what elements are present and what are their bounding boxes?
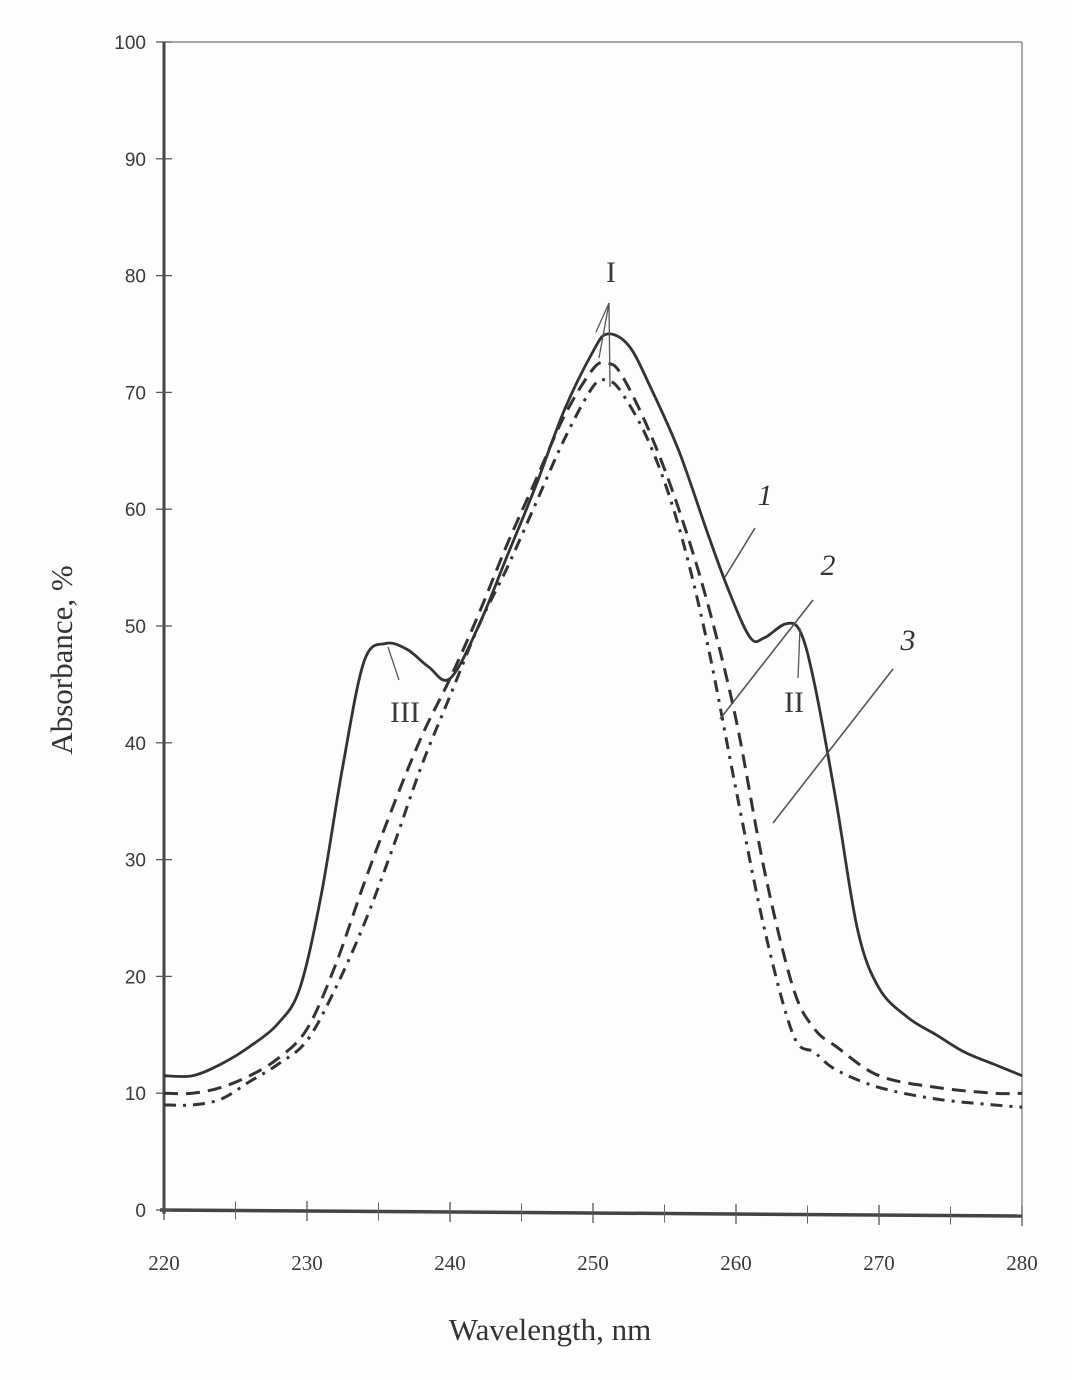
curve-label-3: 3: [900, 624, 916, 657]
leader-curve-3: [772, 668, 894, 824]
y-tick-label: 30: [125, 851, 146, 872]
x-tick-label: 250: [577, 1251, 609, 1275]
curve-label-1: 1: [758, 479, 773, 512]
y-axis-ticks: 0 10 20 30 40 50 60 70 80 90 100: [114, 33, 172, 1222]
x-tick-label: 230: [291, 1251, 323, 1275]
y-axis-title: Absorbance, %: [44, 565, 79, 754]
y-tick-label: 90: [125, 150, 146, 171]
x-axis-ticks: 220 230 240 250 260 270 280: [148, 1200, 1038, 1275]
leader-II: [797, 627, 801, 679]
x-axis-line: [159, 1208, 1023, 1218]
y-tick-label: 20: [125, 967, 146, 988]
curve-3: [163, 378, 1023, 1109]
leader-I-curve2: [598, 302, 610, 359]
annotation-III: III: [390, 696, 420, 729]
annotation-I: I: [606, 256, 616, 289]
x-tick-label: 270: [863, 1251, 895, 1275]
y-tick-label: 60: [125, 500, 146, 521]
y-tick-label: 50: [125, 617, 146, 638]
y-tick-label: 0: [135, 1201, 146, 1222]
plot-frame: [159, 41, 1023, 1226]
curve-2: [163, 360, 1023, 1096]
leader-III: [387, 646, 400, 681]
y-tick-label: 40: [125, 734, 146, 755]
x-tick-label: 240: [434, 1251, 466, 1275]
y-tick-label: 70: [125, 383, 146, 404]
x-tick-label: 280: [1006, 1251, 1038, 1275]
annotation-leader-lines: [387, 302, 894, 824]
x-tick-label: 260: [720, 1251, 752, 1275]
leader-curve-2: [719, 599, 814, 720]
y-tick-label: 10: [125, 1084, 146, 1105]
leader-I-curve1: [595, 302, 610, 333]
leader-I-curve3: [608, 302, 611, 388]
leader-curve-1: [724, 527, 756, 578]
y-tick-label: 80: [125, 267, 146, 288]
x-tick-label: 220: [148, 1251, 180, 1275]
annotation-II: II: [784, 686, 804, 719]
y-tick-label: 100: [114, 33, 146, 54]
curve-1: [163, 332, 1023, 1078]
curve-label-2: 2: [821, 549, 836, 582]
curves: [163, 332, 1023, 1109]
x-axis-title: Wavelength, nm: [449, 1312, 651, 1347]
